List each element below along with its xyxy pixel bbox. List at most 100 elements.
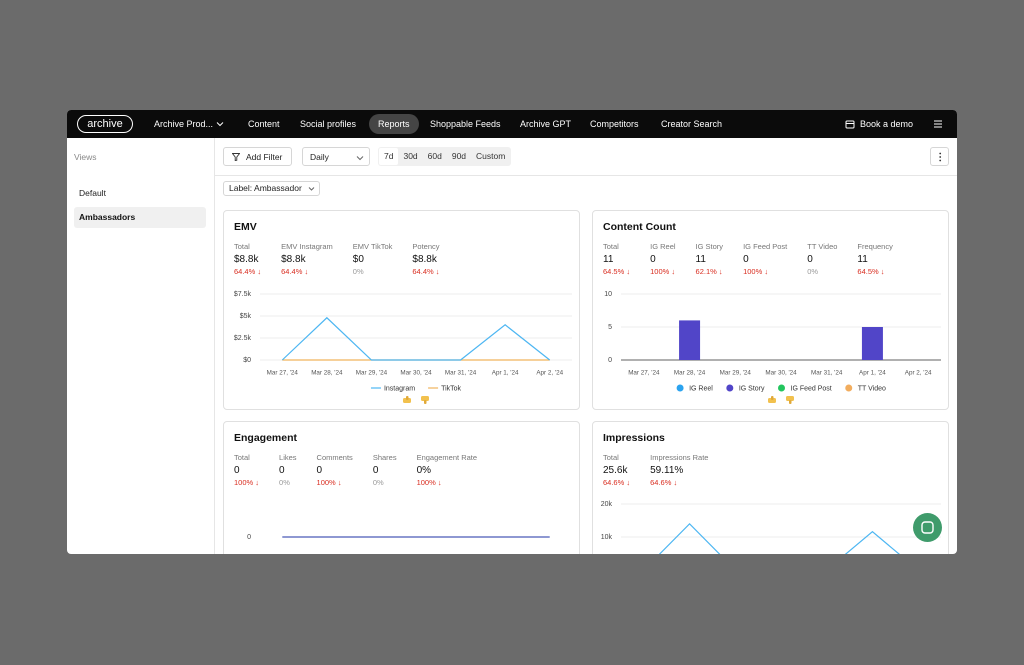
metric: EMV Instagram $8.8k 64.4% ↓ — [281, 242, 333, 276]
more-button[interactable] — [930, 147, 949, 166]
chart: $0 $2.5k $5k $7.5k Mar 27, '24 Mar 28, '24 Mar… — [234, 291, 572, 404]
nav-item[interactable]: Archive GPT — [520, 119, 572, 129]
metric-change: 64.4% ↓ — [234, 267, 262, 276]
metric-value: 0 — [279, 465, 285, 476]
metric-label: Shares — [372, 453, 397, 462]
icon-shape — [403, 398, 411, 403]
metric: Engagement Rate 0% 100% ↓ — [417, 453, 477, 487]
icon-shape — [424, 400, 427, 404]
metric-label: Engagement Rate — [416, 453, 478, 462]
legend: Instagram TikTok — [370, 385, 462, 392]
series-line — [281, 316, 551, 361]
metric-value: 11 — [603, 254, 614, 265]
metric-label: Total — [234, 242, 250, 251]
metric-value: 0% — [416, 465, 432, 476]
y-tick-label: 0 — [608, 357, 612, 364]
view-item[interactable]: Default — [79, 188, 106, 198]
thumbs-down[interactable] — [421, 396, 429, 404]
metric-change: 64.4% ↓ — [281, 267, 309, 276]
metric-label: TT Video — [807, 242, 838, 251]
metric-label: Total — [603, 242, 619, 251]
metric-value: 0 — [650, 254, 656, 265]
icon-shape — [789, 400, 792, 404]
metric-value: $0 — [352, 254, 364, 265]
metric-change: 0% — [807, 267, 819, 276]
icon-shape — [421, 396, 429, 401]
nav-item[interactable]: Shoppable Feeds — [430, 119, 501, 129]
book-demo[interactable]: Book a demo — [860, 119, 914, 129]
legend-label: IG Reel — [689, 385, 713, 392]
panel-title: Impressions — [603, 432, 665, 444]
metric: Comments 0 100% ↓ — [317, 453, 353, 487]
metric-label: Total — [603, 453, 619, 462]
nav-item[interactable]: Content — [248, 119, 280, 129]
nav-item[interactable]: Social profiles — [300, 119, 357, 129]
metric-change: 0% — [372, 478, 384, 487]
metrics-row: Total 25.6k 64.6% ↓ Impressions Rate 59.11% 6… — [603, 453, 708, 487]
nav-item[interactable]: Archive Prod... — [154, 119, 214, 129]
metric: Potency $8.8k 64.4% ↓ — [412, 242, 439, 276]
x-tick-label: Mar 30, '24 — [765, 370, 797, 377]
menu-icon[interactable] — [933, 119, 943, 129]
thumbs-down[interactable] — [786, 396, 794, 404]
metric-label: Impressions Rate — [650, 453, 709, 462]
icon-shape — [771, 396, 774, 400]
add-filter-label: Add Filter — [246, 152, 283, 162]
logo[interactable]: archive — [77, 115, 133, 133]
range-option[interactable]: 7d — [379, 148, 399, 165]
panel-title: EMV — [234, 221, 257, 233]
y-tick-label: 10k — [601, 534, 613, 541]
metric-value: 11 — [695, 254, 706, 265]
metric-change: 0% — [279, 478, 290, 487]
x-tick-label: Mar 29, '24 — [356, 370, 388, 377]
series-line — [658, 522, 900, 554]
nav-item[interactable]: Competitors — [590, 119, 639, 129]
x-tick-label: Mar 27, '24 — [267, 370, 299, 377]
metric: Total 0 100% ↓ — [234, 453, 259, 487]
panel: 0 Engagement Total 0 100% ↓ Likes 0 0% Comments 0… — [223, 421, 580, 554]
metric-value: 0 — [234, 465, 240, 476]
thumbs-up[interactable] — [403, 396, 411, 403]
x-tick-label: Apr 1, '24 — [492, 370, 519, 377]
range-option[interactable]: 30d — [403, 151, 418, 161]
metric-label: Comments — [316, 453, 353, 462]
range-group: 7d 30d 60d 90d Custom — [378, 147, 512, 166]
label-filter[interactable]: Label: Ambassador — [223, 181, 320, 196]
metric-value: 25.6k — [603, 465, 628, 476]
y-tick-label: 10 — [604, 291, 612, 298]
icon-shape — [768, 398, 776, 403]
interval-label: Daily — [310, 152, 329, 162]
metric-change: 0% — [352, 267, 364, 276]
range-option[interactable]: 60d — [427, 151, 442, 161]
app-window: archive Archive Prod... Content Social p… — [67, 110, 957, 554]
metric-change: 64.5% ↓ — [857, 267, 885, 276]
active-tab-pill — [369, 114, 419, 134]
metric-label: IG Reel — [650, 242, 676, 251]
nav-item[interactable]: Creator Search — [661, 119, 723, 129]
metric-value: 59.11% — [650, 465, 684, 476]
x-tick-label: Mar 28, '24 — [311, 370, 343, 377]
y-tick-label: 5 — [608, 324, 612, 331]
interval-select[interactable]: Daily — [302, 147, 370, 166]
range-option[interactable]: Custom — [476, 151, 506, 161]
metric-change: 64.6% ↓ — [650, 478, 678, 487]
metric-value: $8.8k — [281, 254, 306, 265]
metric: Shares 0 0% — [373, 453, 397, 487]
nav-item[interactable]: Reports — [378, 119, 410, 129]
chevron — [216, 122, 224, 127]
chat-button[interactable] — [913, 513, 942, 542]
range-option[interactable]: 90d — [451, 151, 467, 161]
metric-change: 64.6% ↓ — [603, 478, 631, 487]
thumbs-up[interactable] — [768, 396, 776, 403]
metric: Impressions Rate 59.11% 64.6% ↓ — [650, 453, 708, 487]
view-item-selected[interactable] — [74, 207, 206, 228]
add-filter[interactable]: Add Filter — [223, 147, 292, 166]
y-tick-label: $7.5k — [234, 291, 252, 298]
metric-change: 100% ↓ — [234, 478, 260, 487]
calendar-icon — [845, 120, 855, 129]
view-item[interactable]: Ambassadors — [79, 212, 136, 222]
metric-label: Likes — [279, 453, 297, 462]
x-tick-label: Apr 2, '24 — [905, 370, 932, 377]
y-tick-label: 20k — [601, 501, 613, 508]
views-heading: Views — [74, 152, 97, 162]
